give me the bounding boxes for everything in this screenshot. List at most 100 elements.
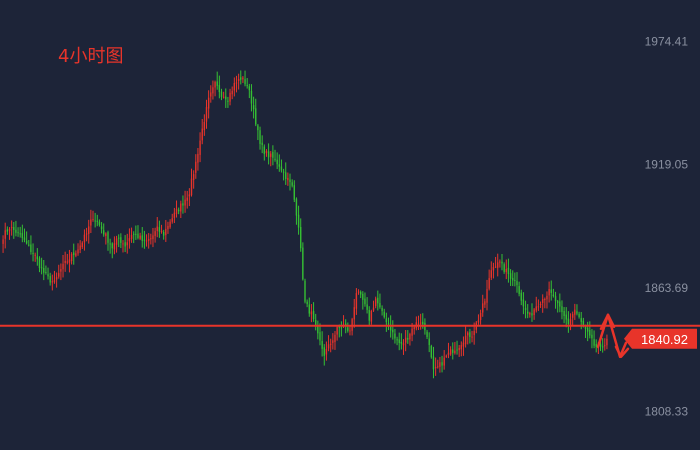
candle-body [115, 238, 118, 245]
candle-body [83, 234, 86, 243]
candle [30, 235, 32, 255]
candle [443, 350, 445, 370]
candle-body [582, 320, 585, 326]
candle-body [524, 307, 527, 311]
candle [415, 316, 418, 331]
candle-body [17, 232, 19, 234]
candle-body [599, 344, 602, 347]
candle-body [265, 151, 268, 154]
candle [381, 305, 383, 316]
candle [319, 323, 321, 346]
candle-body [550, 289, 552, 293]
candle [486, 279, 488, 311]
candle-body [291, 182, 293, 186]
candle-body [2, 239, 4, 244]
candle-body [220, 91, 223, 97]
candle-body [160, 231, 163, 233]
candle [154, 227, 156, 243]
candle [270, 151, 272, 167]
candle [28, 239, 30, 247]
candle [150, 233, 152, 245]
candle-body [593, 339, 595, 346]
candle [546, 291, 548, 309]
candle [475, 321, 478, 334]
candle-body [505, 268, 507, 273]
candle [23, 228, 26, 243]
candle-body [216, 81, 218, 86]
candle [428, 332, 430, 353]
candle-body [520, 292, 522, 301]
candle [494, 256, 497, 269]
candle [180, 200, 182, 219]
candle-body [34, 254, 36, 256]
candle-body [398, 339, 400, 344]
candle-body [409, 334, 411, 340]
candle-body [526, 311, 529, 314]
candle [541, 294, 544, 313]
candle-body [554, 296, 557, 302]
candle [548, 281, 550, 303]
candle-body [300, 226, 302, 249]
candle [364, 292, 366, 307]
candle-body [497, 262, 499, 268]
candle-body [591, 334, 593, 339]
candle [38, 256, 41, 273]
candle [55, 272, 58, 288]
candle [471, 330, 473, 343]
candle-body [162, 232, 165, 236]
candle-body [507, 267, 510, 274]
candle-body [327, 344, 330, 349]
candle [385, 312, 388, 332]
candle [100, 222, 103, 234]
candle-body [222, 96, 225, 98]
candle [115, 235, 118, 253]
candle-body [302, 247, 304, 280]
candle [229, 88, 231, 106]
candle-body [332, 340, 334, 343]
candle [126, 233, 128, 254]
candle [212, 80, 214, 100]
candle [402, 339, 405, 355]
candle-body [255, 108, 257, 125]
candle-body [441, 362, 443, 366]
candle-body [135, 233, 137, 235]
candle [503, 262, 505, 274]
candle [514, 272, 516, 287]
candle [359, 290, 362, 299]
candle [482, 294, 484, 317]
candle-body [272, 151, 274, 158]
candle [203, 114, 206, 136]
candle [336, 325, 338, 341]
candle-body [205, 107, 208, 122]
candle-body [439, 362, 441, 367]
candle [282, 168, 285, 181]
candle [88, 219, 90, 244]
candle [107, 230, 109, 251]
candle-body [36, 256, 39, 260]
candle [529, 311, 531, 318]
candle [368, 306, 370, 326]
candle-body [244, 79, 246, 85]
candle [552, 288, 555, 298]
candle [190, 168, 193, 197]
candle [315, 313, 317, 331]
candle [469, 328, 471, 344]
candle [227, 96, 229, 108]
candle-body [443, 357, 445, 366]
candle [111, 242, 113, 259]
candle [524, 300, 527, 319]
candle [73, 243, 75, 265]
candle-body [75, 253, 77, 256]
candle-body [90, 219, 92, 226]
candle [569, 313, 572, 331]
candle [291, 179, 293, 188]
candle [591, 329, 593, 349]
candle-body [109, 243, 111, 245]
candle-body [66, 261, 69, 263]
candle-body [349, 330, 351, 332]
candle [252, 96, 255, 119]
candle [177, 207, 180, 215]
candle-body [312, 310, 315, 320]
candle-body [411, 328, 413, 336]
candle-body [49, 276, 51, 283]
